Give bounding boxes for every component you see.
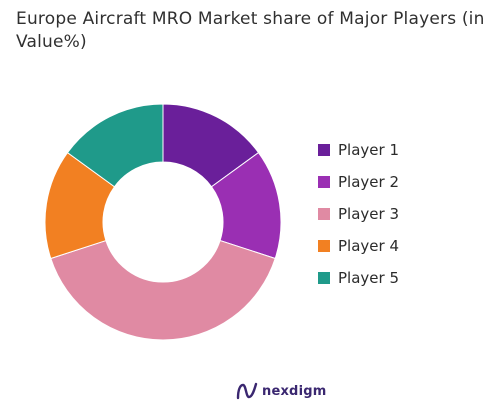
legend-item: Player 4 bbox=[318, 230, 399, 262]
donut-slice-player-3 bbox=[50, 239, 276, 341]
legend-item: Player 3 bbox=[318, 198, 399, 230]
legend-swatch bbox=[318, 272, 330, 284]
legend-item: Player 5 bbox=[318, 262, 399, 294]
legend-item: Player 2 bbox=[318, 166, 399, 198]
legend-swatch bbox=[318, 144, 330, 156]
legend-swatch bbox=[318, 240, 330, 252]
legend-swatch bbox=[318, 176, 330, 188]
legend-swatch bbox=[318, 208, 330, 220]
legend-label: Player 1 bbox=[338, 141, 399, 159]
nexdigm-logo-icon bbox=[236, 382, 258, 400]
brand-logo: nexdigm bbox=[236, 382, 326, 400]
chart-title: Europe Aircraft MRO Market share of Majo… bbox=[16, 9, 485, 52]
legend-item: Player 1 bbox=[318, 134, 399, 166]
legend-label: Player 4 bbox=[338, 237, 399, 255]
donut-slice-player-5 bbox=[66, 103, 164, 188]
chart-legend: Player 1 Player 2 Player 3 Player 4 Player 5 bbox=[318, 134, 399, 294]
legend-label: Player 3 bbox=[338, 205, 399, 223]
legend-label: Player 2 bbox=[338, 173, 399, 191]
brand-name: nexdigm bbox=[262, 383, 327, 399]
legend-label: Player 5 bbox=[338, 269, 399, 287]
